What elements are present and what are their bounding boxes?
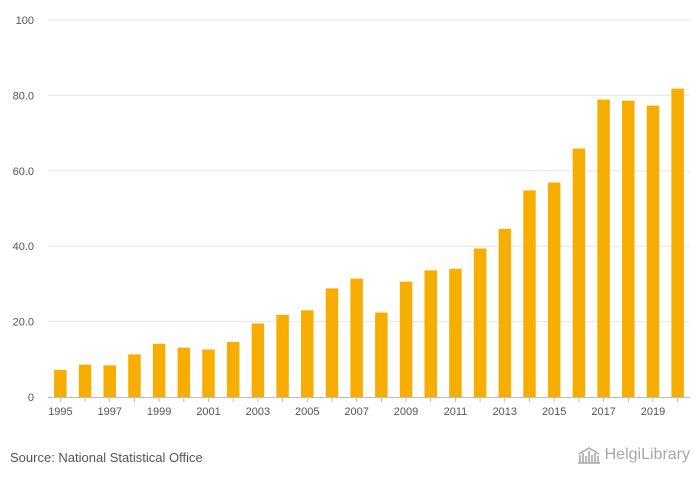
x-tick-label: 2005 xyxy=(295,406,319,418)
x-tick-label: 2009 xyxy=(394,406,418,418)
x-tick-label: 2001 xyxy=(196,406,220,418)
bar-2002[interactable] xyxy=(226,341,240,397)
x-tick-label: 1995 xyxy=(48,406,72,418)
y-tick-label: 80.0 xyxy=(13,90,34,102)
bar-1995[interactable] xyxy=(54,369,67,397)
bar-2014[interactable] xyxy=(523,190,536,397)
source-note: Source: National Statistical Office xyxy=(10,450,203,465)
bar-chart: 0 20.0 40.0 60.0 80.0 100 1995 1997 1999 2001 200… xyxy=(13,15,690,418)
x-tick-label: 1997 xyxy=(97,406,121,418)
bar-1996[interactable] xyxy=(78,364,92,397)
bar-2001[interactable] xyxy=(202,349,215,397)
bar-1999[interactable] xyxy=(152,343,166,397)
bar-2020[interactable] xyxy=(671,88,684,397)
library-icon xyxy=(577,447,600,464)
bar-2000[interactable] xyxy=(177,347,191,397)
bar-2011[interactable] xyxy=(449,268,462,397)
bar-2010[interactable] xyxy=(424,270,437,397)
gridlines xyxy=(48,19,690,323)
x-tick-label: 1999 xyxy=(147,406,171,418)
x-tick-label: 2015 xyxy=(542,406,566,418)
x-tick-label: 2011 xyxy=(444,406,468,418)
y-tick-label: 0 xyxy=(28,392,34,404)
bar-2006[interactable] xyxy=(325,288,339,397)
bar-2018[interactable] xyxy=(622,100,635,397)
x-tick-label: 2003 xyxy=(246,406,270,418)
bar-2008[interactable] xyxy=(375,312,388,397)
x-tick-label: 2013 xyxy=(493,406,517,418)
bar-2009[interactable] xyxy=(399,281,413,397)
bar-2003[interactable] xyxy=(251,323,265,397)
bar-1997[interactable] xyxy=(103,365,116,397)
bar-2019[interactable] xyxy=(646,105,660,397)
x-tick-label: 2019 xyxy=(641,406,665,418)
y-tick-label: 60.0 xyxy=(13,166,34,178)
y-tick-label: 40.0 xyxy=(13,241,34,253)
y-tick-label: 20.0 xyxy=(13,317,34,329)
x-axis-ticks: 1995 1997 1999 2001 2003 2005 2007 2009 2011 2013… xyxy=(48,397,679,418)
brand-logo[interactable]: HelgiLibrary xyxy=(577,446,690,464)
bar-2012[interactable] xyxy=(473,248,487,397)
bar-2007[interactable] xyxy=(350,278,363,397)
bar-2016[interactable] xyxy=(572,148,586,397)
bar-1998[interactable] xyxy=(128,354,141,397)
brand-name: HelgiLibrary xyxy=(604,446,690,463)
x-tick-label: 2017 xyxy=(591,406,615,418)
bar-2013[interactable] xyxy=(498,228,512,397)
y-tick-label: 100 xyxy=(16,15,34,27)
bar-2005[interactable] xyxy=(301,310,314,397)
bars xyxy=(54,88,684,397)
bar-2015[interactable] xyxy=(547,182,561,397)
x-tick-label: 2007 xyxy=(344,406,368,418)
y-axis-ticks: 0 20.0 40.0 60.0 80.0 100 xyxy=(13,15,34,404)
bar-2017[interactable] xyxy=(597,99,610,397)
bar-2004[interactable] xyxy=(276,314,289,397)
